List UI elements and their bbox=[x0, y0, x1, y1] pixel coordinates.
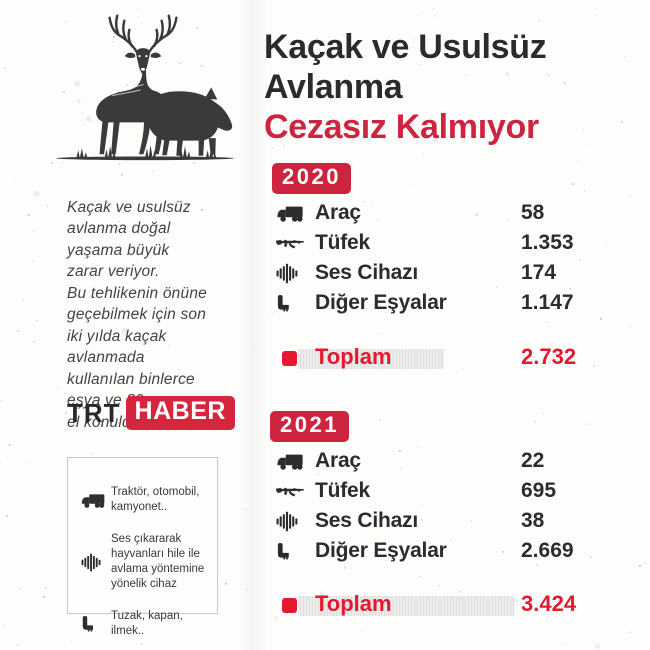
table-row: Diğer Eşyalar 2.669 bbox=[276, 536, 586, 566]
legend-item-label: Ses çıkararak hayvanları hile ile avlama… bbox=[111, 533, 205, 590]
table-2021: Araç 22 Tüfek 695 Ses Cihazı 38 Diğer Eş… bbox=[276, 446, 586, 566]
sound-device-icon bbox=[276, 511, 315, 532]
legend-item-vehicle: Traktör, otomobil, kamyonet.. bbox=[81, 485, 209, 515]
total-row-2020: Toplam 2.732 bbox=[276, 344, 586, 370]
row-value: 2.669 bbox=[521, 539, 574, 562]
row-value: 1.147 bbox=[521, 291, 574, 314]
paper-crease bbox=[238, 0, 268, 650]
legend-item-label: Traktör, otomobil, kamyonet.. bbox=[111, 486, 200, 513]
total-row-2021: Toplam 3.424 bbox=[276, 591, 586, 617]
sound-device-icon bbox=[276, 263, 315, 284]
row-value: 1.353 bbox=[521, 231, 574, 254]
total-label: Toplam bbox=[315, 344, 392, 369]
row-label: Tüfek bbox=[315, 479, 371, 502]
row-label: Tüfek bbox=[315, 231, 371, 254]
year-badge-2021: 2021 bbox=[270, 411, 349, 442]
total-value: 3.424 bbox=[521, 591, 577, 616]
rifle-icon bbox=[276, 236, 315, 251]
legend-item-label: Tuzak, kapan, ilmek.. bbox=[111, 610, 183, 637]
intro-paragraph: Kaçak ve usulsüz avlanma doğal yaşama bü… bbox=[67, 198, 207, 431]
legend-item-sound-device: Ses çıkararak hayvanları hile ile avlama… bbox=[81, 532, 209, 592]
row-label: Ses Cihazı bbox=[315, 509, 419, 532]
title-line-3: Cezasız Kalmıyor bbox=[264, 108, 539, 146]
title-line-1: Kaçak ve Usulsüz bbox=[264, 28, 547, 66]
row-value: 695 bbox=[521, 479, 557, 502]
year-badge-2020: 2020 bbox=[272, 163, 351, 194]
trap-icon bbox=[276, 542, 315, 561]
sound-device-icon bbox=[81, 552, 111, 572]
row-value: 174 bbox=[521, 261, 557, 284]
deer-boar-illustration bbox=[52, 5, 234, 168]
table-row: Ses Cihazı 174 bbox=[276, 258, 586, 288]
rifle-icon bbox=[276, 484, 315, 499]
row-label: Diğer Eşyalar bbox=[315, 291, 447, 314]
row-label: Ses Cihazı bbox=[315, 261, 419, 284]
table-row: Araç 22 bbox=[276, 446, 586, 476]
truck-icon bbox=[276, 452, 315, 471]
legend-item-trap: Tuzak, kapan, ilmek.. bbox=[81, 609, 209, 639]
row-label: Diğer Eşyalar bbox=[315, 539, 447, 562]
truck-icon bbox=[276, 204, 315, 223]
table-2020: Araç 58 Tüfek 1.353 Ses Cihazı 174 Diğer… bbox=[276, 198, 586, 318]
row-value: 38 bbox=[521, 509, 545, 532]
page-title: Kaçak ve Usulsüz Avlanma Cezasız Kalmıyo… bbox=[264, 27, 547, 147]
total-bar bbox=[298, 349, 444, 369]
legend-box: Traktör, otomobil, kamyonet.. Ses çıkara… bbox=[67, 457, 218, 637]
row-value: 58 bbox=[521, 201, 545, 224]
trt-haber-logo: TRT HABER bbox=[67, 396, 235, 430]
logo-haber-badge: HABER bbox=[125, 396, 235, 430]
trap-icon bbox=[81, 615, 111, 633]
table-row: Ses Cihazı 38 bbox=[276, 506, 586, 536]
total-bar bbox=[298, 596, 514, 616]
table-row: Diğer Eşyalar 1.147 bbox=[276, 288, 586, 318]
table-row: Araç 58 bbox=[276, 198, 586, 228]
truck-icon bbox=[81, 492, 111, 509]
row-label: Araç bbox=[315, 449, 361, 472]
total-marker-icon bbox=[282, 351, 297, 366]
total-marker-icon bbox=[282, 598, 297, 613]
deer-boar-icon bbox=[56, 14, 234, 161]
table-row: Tüfek 695 bbox=[276, 476, 586, 506]
table-row: Tüfek 1.353 bbox=[276, 228, 586, 258]
trap-icon bbox=[276, 294, 315, 313]
total-label: Toplam bbox=[315, 591, 392, 616]
row-value: 22 bbox=[521, 449, 545, 472]
title-line-2: Avlanma bbox=[264, 68, 403, 106]
logo-trt-text: TRT bbox=[67, 397, 121, 428]
row-label: Araç bbox=[315, 201, 361, 224]
total-value: 2.732 bbox=[521, 344, 577, 369]
